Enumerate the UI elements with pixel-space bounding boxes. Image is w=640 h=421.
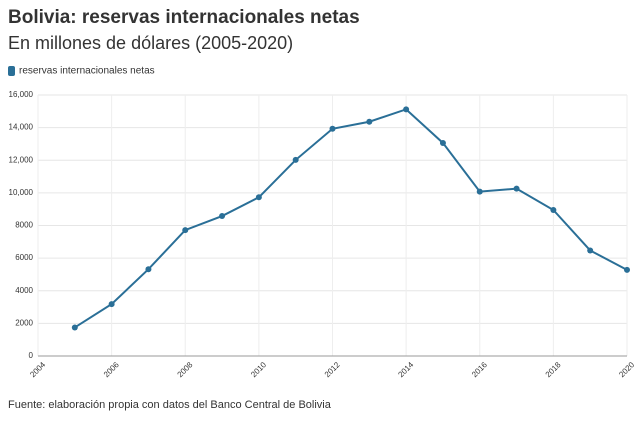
y-tick-label: 10,000	[9, 188, 34, 197]
x-tick-label: 2006	[102, 360, 121, 379]
data-point	[255, 194, 262, 201]
data-point	[587, 247, 594, 254]
data-point	[329, 125, 336, 132]
y-tick-label: 6000	[15, 253, 33, 262]
x-tick-label: 2014	[396, 360, 415, 379]
data-point	[219, 213, 226, 220]
x-tick-label: 2016	[470, 360, 489, 379]
y-tick-label: 2000	[15, 318, 33, 327]
y-tick-label: 0	[29, 351, 34, 360]
data-point	[403, 106, 410, 113]
data-point	[292, 156, 299, 163]
legend-swatch	[8, 66, 15, 76]
x-tick-label: 2008	[175, 360, 194, 379]
data-point	[624, 266, 630, 273]
data-point	[439, 139, 446, 146]
data-point	[145, 266, 152, 273]
data-point	[108, 301, 115, 308]
chart-title: Bolivia: reservas internacionales netas	[8, 7, 360, 28]
y-tick-label: 16,000	[9, 90, 34, 99]
data-point	[366, 118, 373, 125]
y-tick-label: 4000	[15, 286, 33, 295]
y-tick-label: 8000	[15, 221, 33, 230]
x-tick-label: 2012	[323, 360, 342, 379]
data-point	[513, 185, 520, 192]
data-point	[182, 227, 189, 234]
legend-label: reservas internacionales netas	[19, 66, 155, 77]
data-point	[71, 324, 78, 331]
x-tick-label: 2010	[249, 360, 268, 379]
chart-subtitle: En millones de dólares (2005-2020)	[8, 33, 293, 53]
data-point	[476, 188, 483, 195]
data-line	[74, 108, 628, 329]
x-tick-label: 2018	[544, 360, 563, 379]
source-note: Fuente: elaboración propia con datos del…	[8, 399, 332, 411]
y-tick-label: 14,000	[9, 123, 34, 132]
data-point	[550, 207, 557, 214]
x-tick-label: 2004	[28, 360, 47, 379]
y-tick-label: 12,000	[9, 155, 34, 164]
x-tick-label: 2020	[617, 360, 636, 379]
